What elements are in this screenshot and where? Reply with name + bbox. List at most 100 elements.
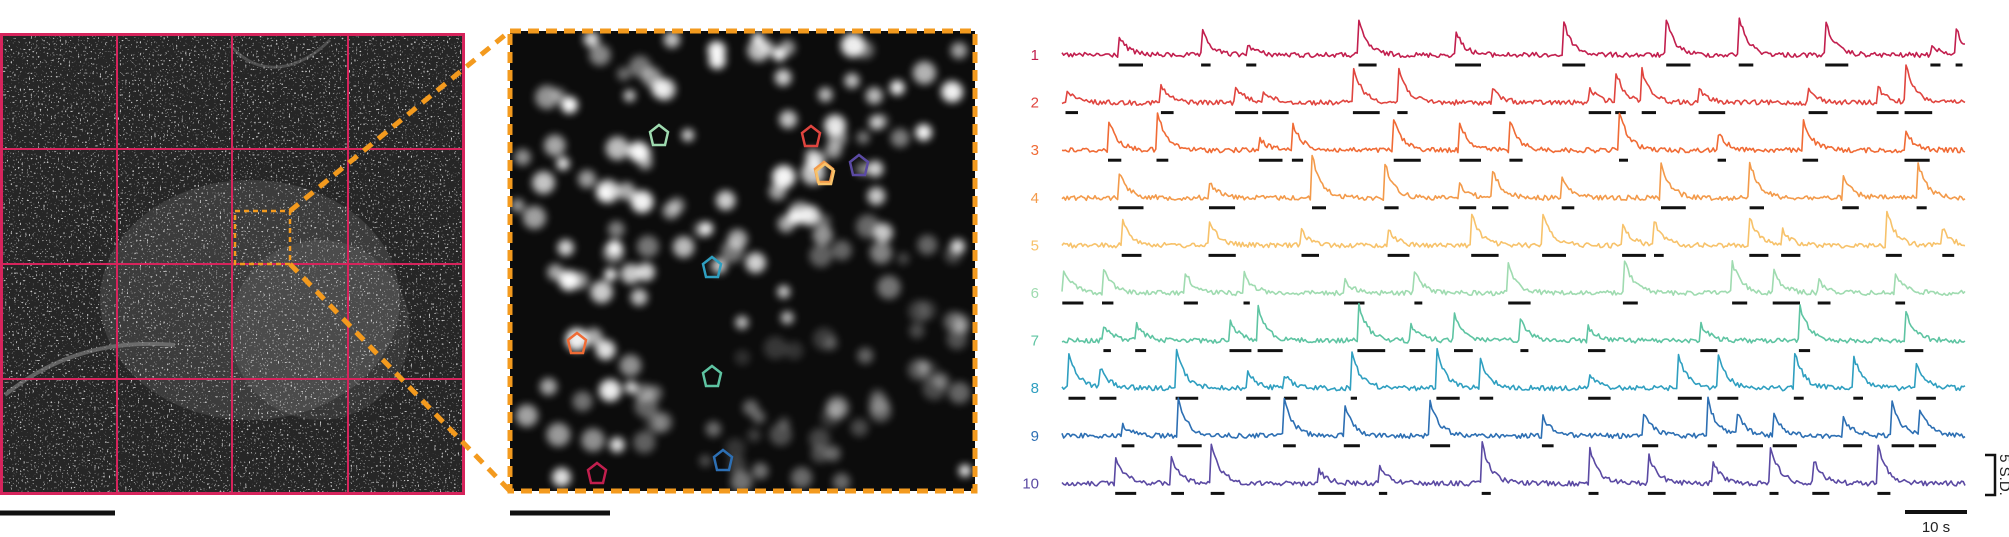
roi-outline [586, 461, 608, 485]
trace-label: 10 [1022, 475, 1039, 492]
cell-soma [944, 246, 962, 264]
trace-line [1061, 396, 1966, 440]
trace-label: 8 [1031, 380, 1039, 397]
cell-soma [595, 339, 616, 360]
cell-soma [609, 437, 625, 453]
cell-soma [552, 467, 571, 487]
cell-soma [877, 275, 901, 300]
trace-label: 7 [1031, 333, 1039, 350]
cell-soma [651, 412, 673, 433]
cell-soma [745, 252, 766, 273]
roi-outlines [566, 123, 870, 485]
cell-soma [589, 44, 611, 66]
cell-soma [584, 328, 603, 346]
cell-soma [811, 445, 829, 463]
cell-soma [616, 67, 631, 81]
cell-soma [948, 381, 971, 404]
cell-soma [774, 69, 792, 86]
cell-soma [844, 73, 860, 89]
roi-outline [701, 364, 723, 388]
cell-soma [605, 136, 630, 161]
cell-soma [873, 113, 889, 129]
cell-soma [779, 39, 796, 56]
roi-outline [648, 123, 670, 147]
cell-soma [572, 391, 593, 412]
cell-soma [742, 399, 759, 416]
cell-soma [607, 220, 625, 238]
cell-soma [617, 182, 636, 201]
cell-soma [629, 55, 652, 78]
cell-soma [777, 285, 791, 299]
roi-outline [800, 124, 822, 148]
cell-soma [662, 202, 680, 220]
cell-soma [730, 470, 753, 491]
vessel [3, 341, 176, 397]
roi-outline [848, 153, 870, 177]
cell-soma [779, 110, 798, 129]
zoom-panel [510, 31, 975, 491]
cell-soma [711, 258, 727, 274]
cell-soma [917, 234, 938, 255]
cell-soma [817, 214, 831, 228]
cell-soma [599, 379, 622, 402]
cell-soma [571, 271, 589, 290]
cell-soma [557, 239, 574, 256]
cell-soma [583, 31, 600, 47]
cell-soma [705, 421, 722, 437]
cell-soma [812, 225, 833, 246]
zoom-connector-bottom [288, 262, 512, 493]
cell-soma [623, 89, 636, 102]
cell-soma [909, 323, 925, 339]
cell-soma [832, 473, 851, 491]
cell-soma [865, 87, 883, 105]
zoom-panel-border [507, 28, 978, 494]
cell-soma [950, 42, 968, 59]
amplitude-scale-bar [1985, 453, 1997, 497]
trace-label: 6 [1031, 285, 1039, 302]
cell-soma [809, 244, 833, 268]
trace-line [1061, 302, 1966, 344]
cell-soma [933, 372, 950, 389]
trace-label: 4 [1031, 190, 1039, 207]
cell-soma [663, 31, 681, 48]
cell-soma [747, 428, 761, 442]
cell-soma [556, 157, 570, 171]
cell-soma [581, 428, 605, 452]
cell-soma [653, 78, 676, 101]
cell-soma [715, 190, 736, 211]
cell-soma [604, 268, 617, 281]
cell-soma [735, 315, 749, 330]
trace-label: 5 [1031, 237, 1039, 254]
traces-panel: 1 2 3 4 5 6 7 8 9 10 [1022, 17, 1966, 495]
trace-label: 3 [1031, 142, 1039, 159]
cell-soma [734, 349, 751, 366]
cell-soma [827, 128, 847, 148]
cell-soma [514, 149, 531, 166]
fov-zoom-box [233, 209, 292, 266]
cell-soma [752, 462, 769, 480]
time-scale-label: 10 s [1922, 519, 1950, 536]
cell-soma [701, 221, 714, 235]
cell-soma [596, 179, 620, 203]
cell-soma [808, 428, 831, 450]
cell-soma [672, 236, 695, 258]
roi-outline [814, 162, 836, 186]
roi-outline [701, 255, 723, 279]
cell-soma [511, 198, 525, 213]
cell-soma [636, 235, 659, 258]
cell-soma [831, 240, 852, 261]
cell-soma [544, 134, 566, 157]
cell-soma [633, 431, 656, 454]
cell-soma [547, 264, 564, 281]
zoom-connector-top [288, 29, 512, 213]
trace-label: 2 [1031, 95, 1039, 112]
cell-soma [820, 408, 840, 428]
fov-grid [0, 33, 465, 495]
cell-soma [532, 171, 555, 195]
trace-line [1061, 154, 1966, 202]
cell-soma [620, 263, 641, 284]
cell-soma [907, 359, 930, 381]
cell-soma [769, 423, 792, 446]
cell-soma [590, 280, 613, 304]
